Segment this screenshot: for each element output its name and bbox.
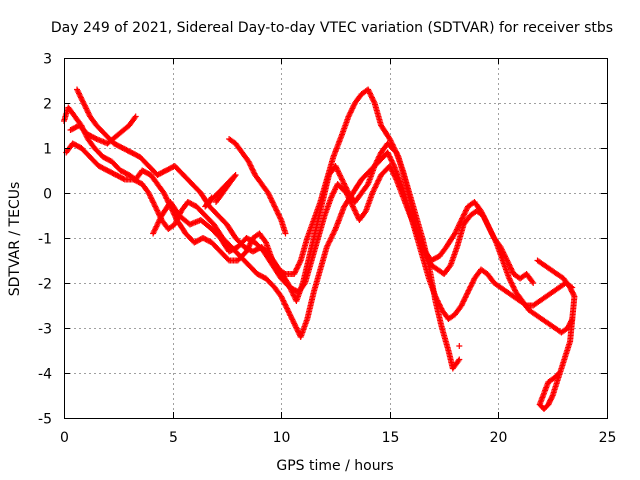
data-point-marker [283, 304, 290, 311]
data-point-marker [459, 215, 466, 222]
data-point-marker [556, 370, 563, 376]
data-point-marker [131, 114, 138, 121]
data-point-marker [250, 169, 257, 176]
y-tick-label: -3 [38, 322, 52, 338]
y-axis-label: SDTVAR / TECUs [7, 182, 23, 297]
data-point-marker [149, 198, 156, 205]
x-tick-label: 20 [490, 430, 508, 446]
data-point-marker [160, 190, 167, 196]
data-point-marker [332, 185, 339, 191]
data-point-marker [456, 356, 463, 363]
data-point-marker [467, 283, 474, 290]
data-point-marker [296, 260, 303, 267]
data-point-marker [484, 221, 491, 228]
data-point-marker [282, 301, 289, 308]
data-point-marker [365, 87, 372, 94]
data-point-marker [508, 279, 515, 286]
data-series [456, 343, 463, 349]
x-tick-label: 15 [382, 430, 400, 446]
data-series [202, 136, 289, 237]
data-point-marker [288, 315, 295, 322]
y-tick-label: 0 [43, 187, 52, 203]
chart-title: Day 249 of 2021, Sidereal Day-to-day VTE… [51, 20, 613, 36]
x-tick-label: 10 [273, 430, 291, 446]
data-point-marker [293, 265, 300, 272]
data-point-marker [470, 278, 477, 285]
data-point-marker [246, 161, 253, 168]
data-point-marker [145, 190, 152, 196]
data-point-marker [529, 278, 536, 285]
axis-ticks: 0 5 10 15 20 25 -5 -4 -3 -2 -1 0 1 2 3 [38, 52, 616, 447]
data-point-marker [459, 301, 466, 308]
data-point-marker [249, 166, 256, 173]
data-points [61, 86, 578, 412]
data-point-marker [207, 195, 214, 202]
x-tick-label: 5 [169, 430, 178, 446]
data-point-marker [350, 102, 357, 109]
data-point-marker [457, 218, 464, 225]
x-axis-label: GPS time / hours [276, 458, 393, 474]
data-point-marker [208, 194, 215, 201]
y-tick-label: -4 [38, 367, 52, 383]
data-series [67, 113, 537, 295]
data-point-marker [132, 113, 139, 120]
y-tick-label: 3 [43, 52, 52, 68]
data-point-marker [506, 261, 512, 268]
y-tick-label: 1 [43, 142, 52, 158]
data-point-marker [85, 109, 92, 116]
x-tick-label: 25 [599, 430, 617, 446]
data-point-marker [79, 97, 86, 104]
y-tick-label: 2 [43, 97, 52, 113]
data-point-marker [374, 157, 381, 164]
data-point-marker [509, 268, 516, 275]
data-point-marker [295, 262, 302, 269]
data-point-marker [372, 160, 379, 167]
data-point-marker [83, 106, 90, 113]
data-point-marker [74, 87, 81, 94]
data-point-marker [463, 207, 469, 214]
y-tick-label: -2 [38, 277, 52, 293]
data-point-marker [282, 230, 289, 237]
data-point-marker [75, 89, 82, 96]
data-point-marker [368, 93, 375, 100]
y-tick-label: -5 [38, 412, 52, 428]
data-point-marker [468, 280, 475, 287]
data-point-marker [267, 194, 274, 201]
data-point-marker [345, 194, 352, 201]
gridlines [64, 58, 607, 418]
data-point-marker [81, 101, 88, 108]
data-point-marker [384, 149, 391, 156]
data-point-marker [455, 357, 462, 364]
data-point-marker [339, 176, 345, 183]
data-point-marker [506, 276, 513, 283]
data-point-marker [245, 158, 252, 165]
data-point-marker [328, 193, 335, 200]
data-point-marker [499, 248, 506, 255]
data-point-marker [152, 203, 159, 210]
y-tick-label: -1 [38, 232, 52, 248]
data-point-marker [530, 280, 537, 286]
data-point-marker [456, 221, 463, 227]
data-point-marker [504, 258, 511, 265]
data-point-marker [522, 301, 529, 308]
data-point-marker [348, 108, 355, 115]
data-point-marker [301, 281, 308, 288]
data-point-marker [346, 110, 353, 117]
data-point-marker [555, 371, 562, 378]
data-point-marker [465, 287, 472, 294]
data-point-marker [345, 113, 352, 120]
data-point-marker [153, 206, 160, 213]
data-point-marker [369, 96, 376, 102]
data-point-marker [456, 343, 463, 349]
data-point-marker [74, 86, 80, 93]
data-point-marker [289, 317, 296, 324]
data-point-marker [370, 98, 377, 105]
data-series [534, 257, 578, 412]
x-tick-label: 0 [60, 430, 69, 446]
data-point-marker [375, 154, 382, 161]
